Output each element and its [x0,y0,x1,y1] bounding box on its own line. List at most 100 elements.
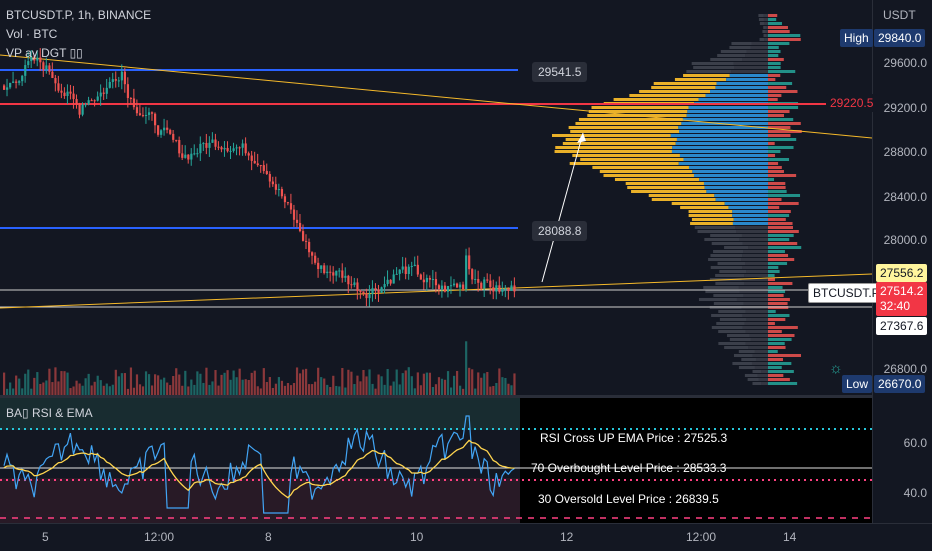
volume-bar [344,387,347,395]
vp-delta-bar [768,194,801,197]
vp-bar-right [726,78,768,81]
vp-delta-bar [768,170,784,173]
volume-bar [395,369,398,395]
vp-delta-bar [768,198,782,201]
rsi-pane[interactable]: BA▯ RSI & EMA RSI Cross UP EMA Price : 2… [0,398,872,523]
vp-bar-left [651,198,716,201]
candle-body [434,279,438,286]
vp-bar-left [578,118,683,121]
volume-bar [468,367,471,395]
volume-bar [150,385,154,395]
vp-bar-right [715,86,768,89]
candle-body [81,104,84,115]
volume-profile-legend[interactable]: VP ay DGT ▯▯ [6,46,83,60]
vp-bar-right [687,110,768,113]
vp-bar-left [575,122,682,125]
vp-bar-right [686,114,768,117]
candle-body [193,153,196,155]
vp-bar-left [554,150,672,153]
candle-body [446,285,450,292]
price-axis[interactable]: USDT 29600.0 29200.0 28800.0 28400.0 280… [872,0,932,523]
volume-bar [33,377,36,395]
vp-bar-left [719,318,747,321]
vp-bar-right [763,14,768,17]
candle-body [474,279,477,281]
candle-body [99,92,102,97]
vp-delta-bar [768,314,790,317]
candle-body [271,181,274,185]
volume-bar [305,368,308,395]
vp-delta-bar [768,118,794,121]
candle-body [486,279,489,281]
candle-body [477,279,480,283]
candle-body [63,92,66,97]
volume-bar [24,373,27,395]
time-label: 12:00 [686,530,717,544]
symbol-badge[interactable]: BTCUSDT.P [808,283,885,303]
vp-bar-right [755,358,768,361]
vp-bar-right [675,142,768,145]
candle-body [314,255,317,263]
volume-bar [166,382,169,395]
vp-delta-bar [768,222,793,225]
volume-bar [308,384,311,395]
volume-bar [452,375,456,395]
sun-alert-icon[interactable]: ☼ [829,360,843,377]
vp-delta-bar [768,26,788,29]
vp-bar-left [599,170,693,173]
candle-body [87,100,90,105]
candle-body [108,81,111,88]
overbought-label: 70 Overbought Level Price : 28533.3 [531,461,727,475]
volume-bar [202,382,205,395]
candle-body [214,139,217,147]
vp-bar-left [693,66,735,69]
candle-body [175,139,178,141]
candle-body [513,285,516,292]
candle-body [443,285,447,292]
candle-body [39,57,42,63]
vp-bar-left [716,322,745,325]
volume-bar [169,385,172,395]
candle-body [317,262,320,269]
volume-bar [157,375,160,395]
vp-bar-left [713,294,744,297]
volume-bar [259,388,262,395]
volume-bar [114,369,117,395]
candle-body [277,189,281,191]
price-chart[interactable] [0,0,872,395]
volume-bar [440,378,444,395]
candle-body [428,277,432,280]
volume-bar [6,388,9,395]
candle-body [54,78,57,84]
volume-bar [214,370,217,395]
vp-bar-left [713,302,744,305]
candle-body [501,289,504,292]
vp-bar-right [746,318,768,321]
vp-delta-bar [768,330,782,333]
candle-body [498,285,501,292]
pane-separator[interactable] [0,395,872,398]
vp-bar-right [744,322,768,325]
vp-bar-left [705,290,740,293]
vp-bar-right [742,254,768,257]
volume-bar [456,370,459,395]
volume-bar [262,368,265,395]
rsi-tick: 40.0 [903,486,927,500]
candle-body [120,71,123,81]
price-pane[interactable]: BTCUSDT.P, 1h, BINANCE Vol · BTC VP ay D… [0,0,872,395]
rsi-legend[interactable]: BA▯ RSI & EMA [6,406,93,420]
volume-bar [286,383,290,395]
vp-bar-left [648,194,715,197]
vp-bar-right [745,342,768,345]
symbol-legend[interactable]: BTCUSDT.P, 1h, BINANCE [6,8,152,22]
rsi-chart[interactable] [0,398,872,523]
candle-body [220,147,223,150]
volume-bar [57,381,60,395]
ema-line [3,439,515,499]
volume-bar [87,373,90,395]
volume-legend[interactable]: Vol · BTC [6,27,58,41]
time-axis[interactable] [0,523,932,551]
volume-bar [193,384,196,395]
candle-body [66,91,69,97]
vp-bar-right [739,290,768,293]
